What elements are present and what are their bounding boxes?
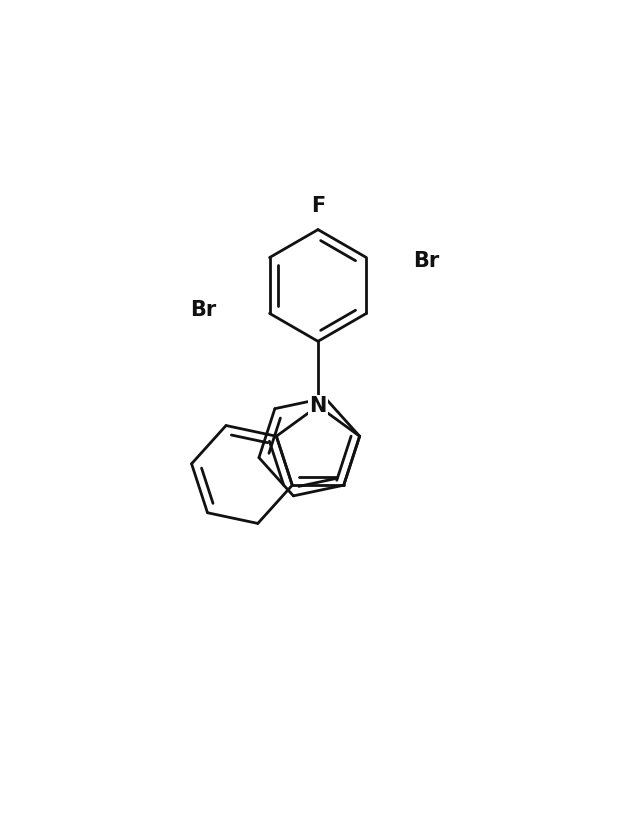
Text: Br: Br [413, 251, 439, 270]
Text: F: F [311, 196, 325, 215]
Text: N: N [309, 396, 327, 416]
Text: Br: Br [190, 300, 216, 321]
